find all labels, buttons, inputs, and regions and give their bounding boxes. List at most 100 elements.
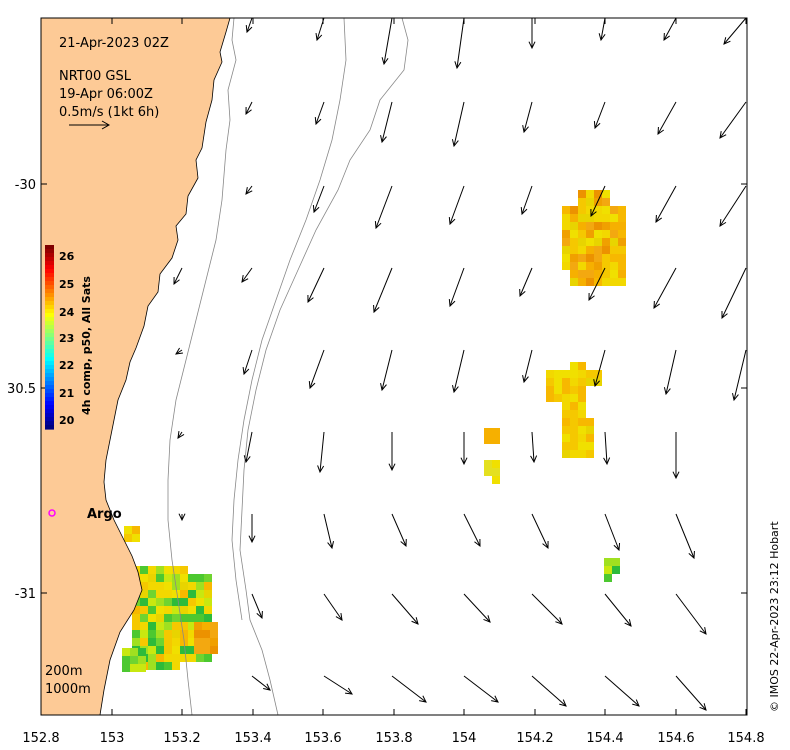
sst-pixel bbox=[578, 222, 586, 230]
sst-pixel bbox=[562, 254, 570, 262]
sst-pixel bbox=[188, 614, 196, 622]
current-vector-arrow bbox=[245, 185, 253, 195]
current-vector-arrow bbox=[454, 17, 465, 70]
sst-pixel bbox=[194, 638, 202, 646]
sst-pixel bbox=[172, 630, 180, 638]
sst-pixel bbox=[188, 654, 196, 662]
argo-float-marker[interactable] bbox=[48, 509, 56, 517]
current-vector-arrow bbox=[675, 513, 695, 560]
sst-pixel bbox=[586, 418, 594, 426]
current-vector-arrow bbox=[448, 267, 465, 308]
sst-pixel bbox=[140, 638, 148, 646]
colorbar-swatch bbox=[45, 373, 54, 378]
colorbar-swatch bbox=[45, 261, 54, 266]
sst-pixel bbox=[578, 370, 586, 378]
sst-pixel bbox=[618, 262, 626, 270]
colorbar-tick: 26 bbox=[59, 250, 75, 263]
current-vector-arrow bbox=[721, 267, 747, 320]
current-vector-arrow bbox=[391, 593, 419, 625]
current-vector-arrow bbox=[593, 101, 606, 130]
sst-pixel bbox=[618, 238, 626, 246]
sst-pixel bbox=[164, 606, 172, 614]
current-vector-arrow bbox=[251, 675, 271, 691]
sst-pixel bbox=[586, 190, 594, 198]
sst-pixel bbox=[554, 394, 562, 402]
x-tick-label: 153.2 bbox=[163, 731, 200, 746]
sst-pixel bbox=[156, 574, 164, 582]
current-vector-arrow bbox=[307, 267, 325, 304]
current-vector-arrow bbox=[380, 349, 393, 392]
isobath-label-200m: 200m bbox=[45, 664, 82, 679]
sst-pixel bbox=[562, 222, 570, 230]
colorbar-tick: 20 bbox=[59, 414, 75, 427]
sst-pixel bbox=[204, 614, 212, 622]
sst-pixel bbox=[156, 590, 164, 598]
sst-pixel bbox=[132, 630, 140, 638]
sst-pixel bbox=[156, 606, 164, 614]
sst-pixel bbox=[148, 574, 156, 582]
sst-pixel bbox=[594, 206, 602, 214]
sst-pixel bbox=[578, 402, 586, 410]
sst-pixel bbox=[180, 622, 188, 630]
current-vector-arrow bbox=[245, 101, 253, 116]
current-vector-arrow bbox=[531, 593, 563, 625]
colorbar-swatch bbox=[45, 249, 54, 254]
sst-pixel bbox=[586, 270, 594, 278]
sst-pixel bbox=[570, 378, 578, 386]
sst-pixel bbox=[594, 222, 602, 230]
sst-pixel bbox=[578, 362, 586, 370]
sst-pixel bbox=[180, 598, 188, 606]
sst-pixel bbox=[140, 582, 148, 590]
map-date: 21-Apr-2023 02Z bbox=[59, 36, 169, 51]
current-vector-arrow bbox=[452, 349, 465, 394]
sst-pixel bbox=[602, 190, 610, 198]
sst-pixel bbox=[570, 370, 578, 378]
colorbar-swatch bbox=[45, 389, 54, 394]
dataset-time: 19-Apr 06:00Z bbox=[59, 87, 153, 102]
sst-pixel bbox=[140, 630, 148, 638]
sst-pixel bbox=[594, 238, 602, 246]
current-vector-arrow bbox=[655, 185, 677, 224]
current-vector-arrow bbox=[663, 17, 677, 42]
colorbar-swatch bbox=[45, 245, 54, 250]
credit-text: © IMOS 22-Apr-2023 23:12 Hobart bbox=[768, 521, 781, 712]
sst-pixel bbox=[196, 590, 204, 598]
sst-pixel bbox=[156, 582, 164, 590]
sst-pixel bbox=[210, 630, 218, 638]
current-vector-arrow bbox=[604, 593, 632, 627]
colorbar-swatch bbox=[45, 381, 54, 386]
sst-pixel bbox=[610, 214, 618, 222]
sst-pixel bbox=[602, 214, 610, 222]
current-vector-arrow bbox=[177, 430, 185, 439]
sst-pixel bbox=[578, 238, 586, 246]
colorbar-tick: 25 bbox=[59, 278, 74, 291]
sst-pixel bbox=[618, 254, 626, 262]
sst-pixel bbox=[570, 214, 578, 222]
colorbar-swatch bbox=[45, 333, 54, 338]
current-vector-arrow bbox=[388, 432, 396, 472]
y-tick-label: 30.5 bbox=[7, 382, 36, 397]
sst-pixel bbox=[570, 246, 578, 254]
colorbar-swatch bbox=[45, 361, 54, 366]
sst-pixel bbox=[570, 402, 578, 410]
sst-pixel bbox=[210, 638, 218, 646]
current-vectors bbox=[173, 17, 747, 711]
current-vector-arrow bbox=[243, 431, 253, 464]
sst-pixel bbox=[492, 460, 500, 468]
colorbar-swatch bbox=[45, 321, 54, 326]
colorbar-swatch bbox=[45, 313, 54, 318]
scale-arrow-icon bbox=[69, 120, 111, 130]
sst-pixel bbox=[562, 214, 570, 222]
sst-pixel bbox=[164, 614, 172, 622]
colorbar-swatch bbox=[45, 285, 54, 290]
sst-pixel bbox=[148, 654, 156, 662]
sst-colorbar bbox=[45, 245, 54, 430]
sst-pixel bbox=[594, 270, 602, 278]
sst-pixel bbox=[594, 230, 602, 238]
sst-pixel bbox=[546, 378, 554, 386]
current-vector-arrow bbox=[528, 18, 536, 50]
sst-pixel bbox=[172, 622, 180, 630]
colorbar-swatch bbox=[45, 257, 54, 262]
sst-pixel bbox=[602, 230, 610, 238]
sst-pixel bbox=[578, 270, 586, 278]
